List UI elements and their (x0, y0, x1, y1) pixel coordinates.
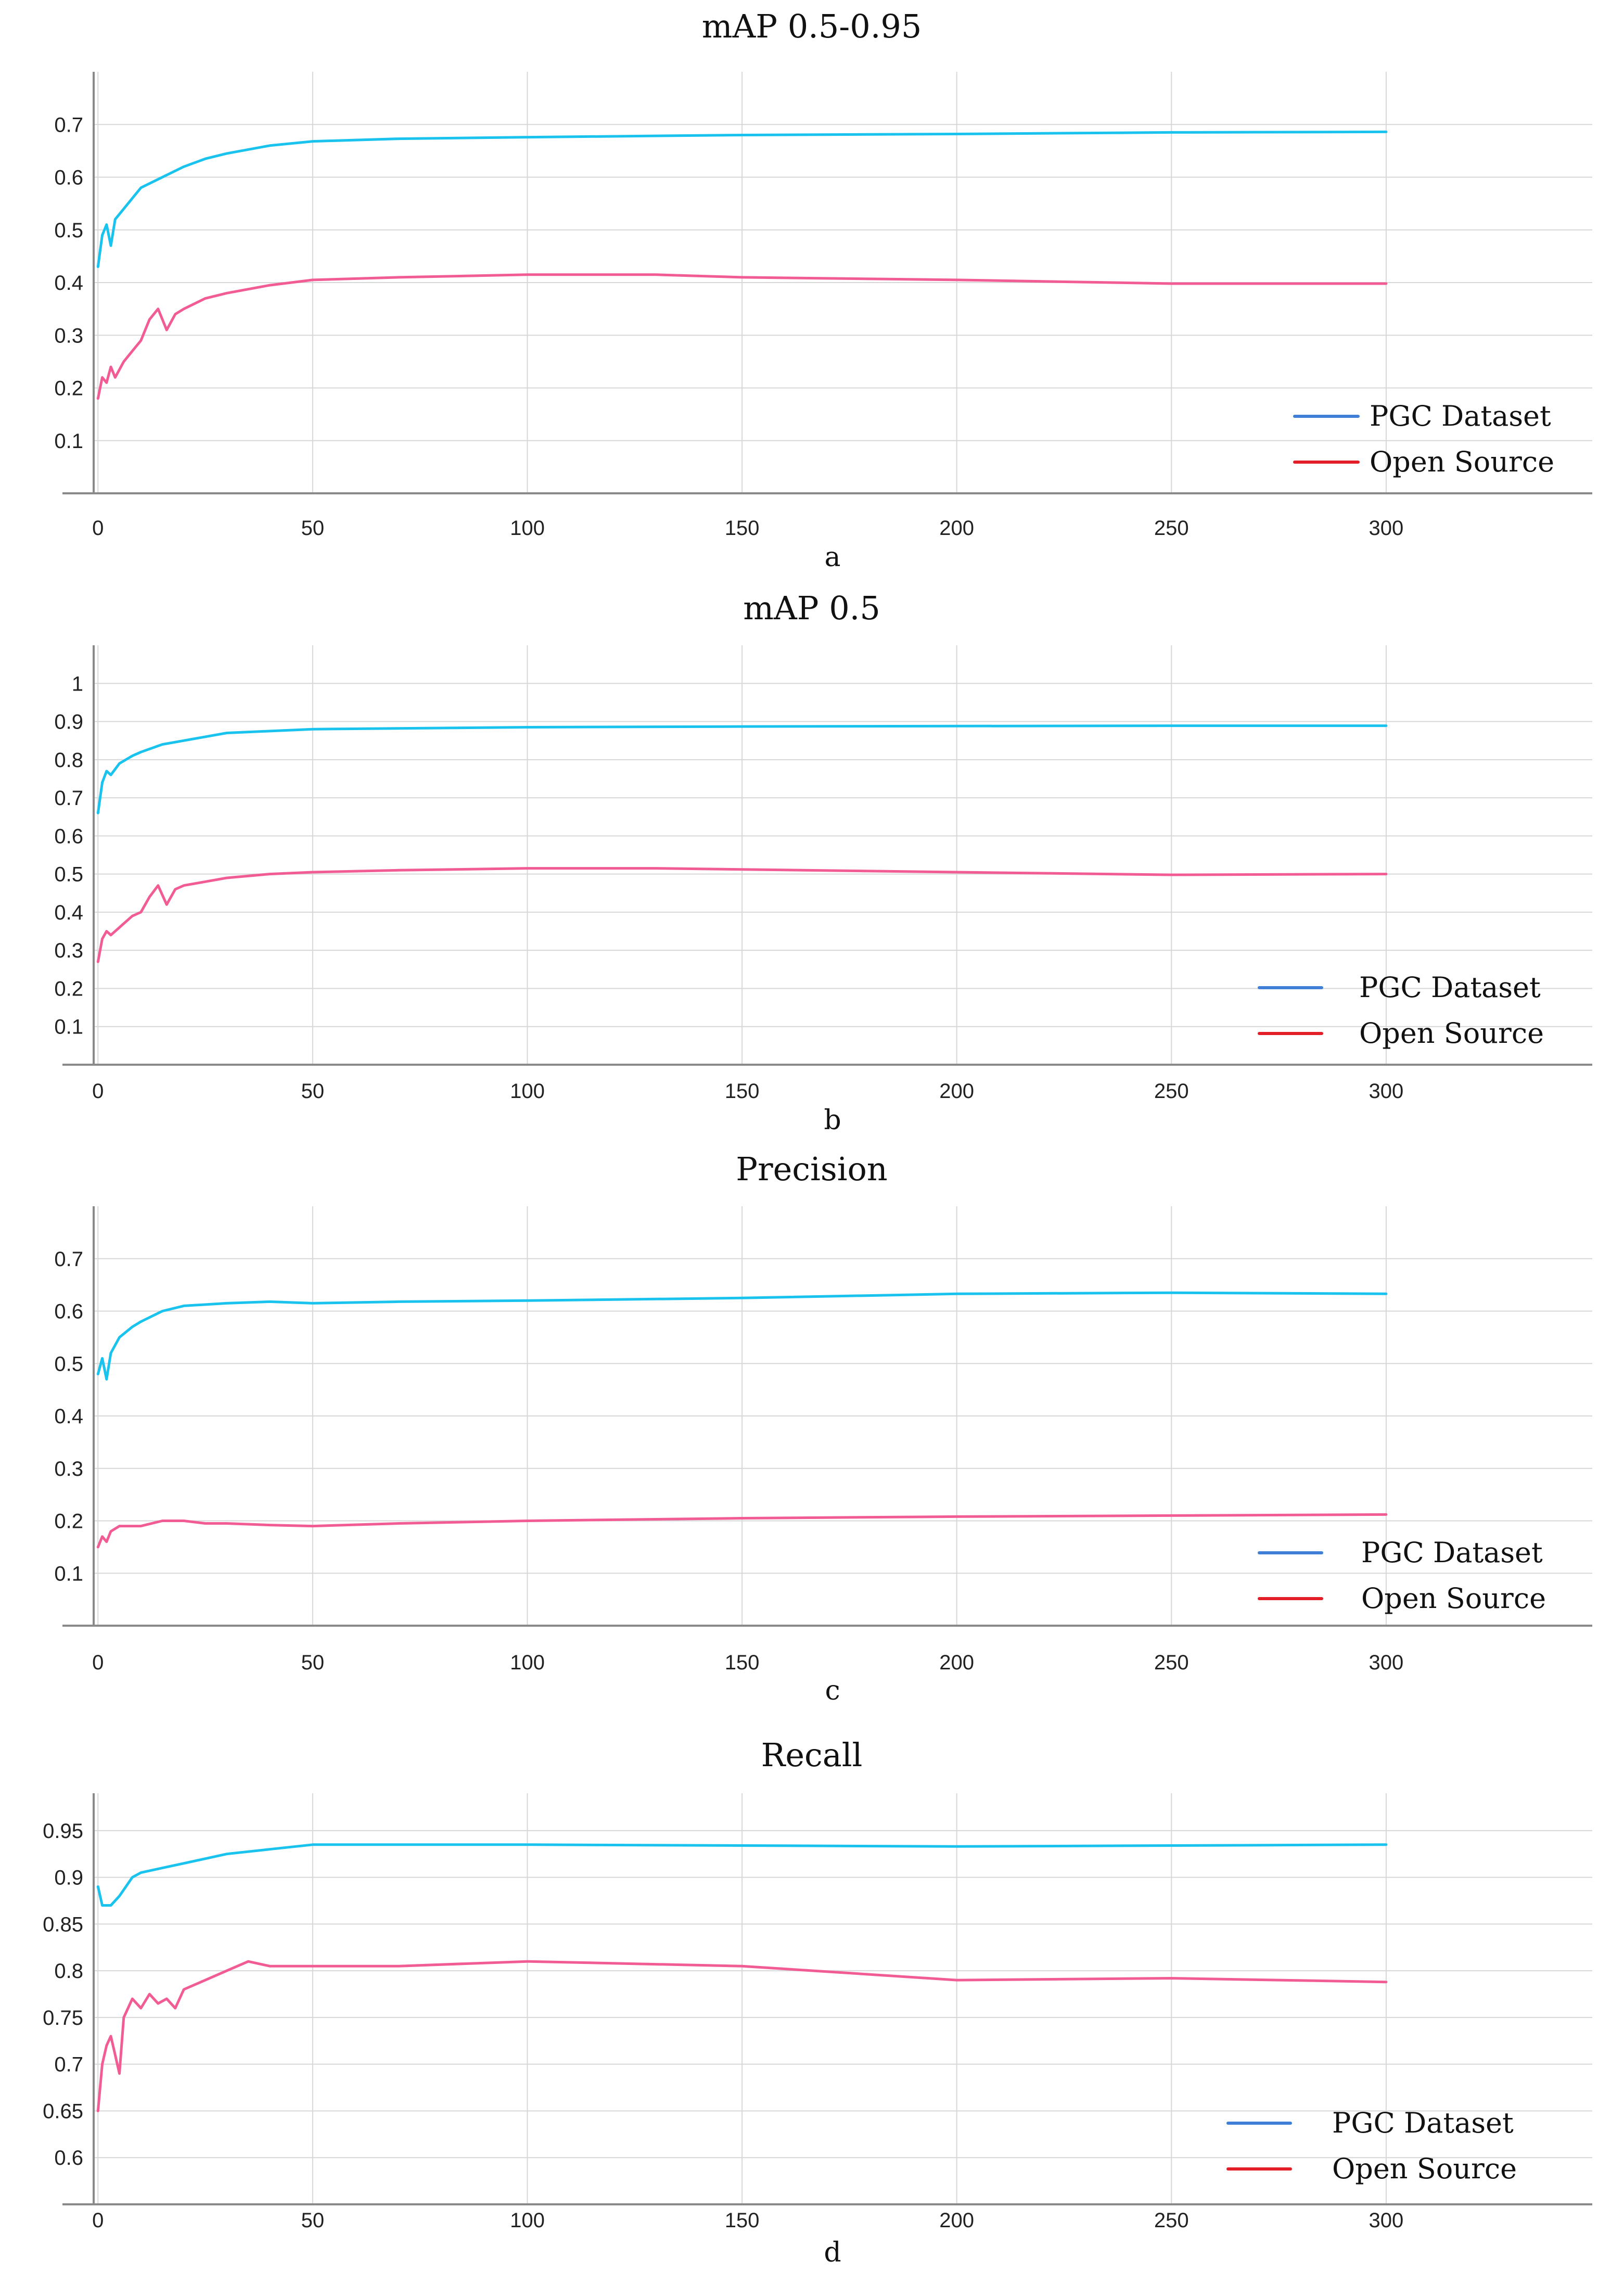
series-line-pgc-dataset (96, 1291, 1388, 1381)
y-tick-label: 0.6 (54, 825, 83, 848)
series-line-pgc-dataset (96, 1843, 1388, 1907)
panel-label: a (824, 542, 840, 573)
y-tick-label: 0.3 (54, 1458, 83, 1480)
y-tick-label: 0.7 (54, 787, 83, 810)
y-tick-label: 0.85 (43, 1913, 83, 1936)
series-line-open-source (96, 1960, 1388, 2112)
y-tick-label: 0.4 (54, 901, 83, 924)
chart-title: Precision (736, 1150, 888, 1188)
x-tick-label: 200 (939, 2209, 974, 2232)
x-tick-label: 100 (510, 517, 545, 540)
chart-title: Recall (761, 1736, 863, 1774)
legend-label: PGC Dataset (1332, 2107, 1514, 2139)
panel-label: d (824, 2237, 841, 2268)
x-tick-label: 50 (301, 2209, 325, 2232)
x-tick-label: 250 (1154, 1080, 1189, 1103)
y-tick-label: 0.6 (54, 1300, 83, 1323)
x-tick-label: 250 (1154, 1651, 1189, 1674)
y-tick-label: 0.9 (54, 1867, 83, 1890)
y-tick-label: 0.95 (43, 1820, 83, 1843)
y-tick-label: 0.1 (54, 1016, 83, 1039)
y-tick-label: 0.2 (54, 1510, 83, 1533)
y-tick-label: 0.7 (54, 2053, 83, 2076)
y-tick-label: 0.5 (54, 1352, 83, 1375)
panel-label: b (824, 1105, 841, 1136)
x-tick-label: 50 (301, 1651, 325, 1674)
x-tick-label: 200 (939, 1080, 974, 1103)
x-tick-label: 0 (92, 2209, 104, 2232)
chart-panel-d: Recall 0 50 100 150 200 250 300 0.6 0.65 0.7 0.75 0.… (43, 1736, 1592, 2268)
y-tick-label: 0.4 (54, 272, 83, 295)
x-tick-label: 50 (301, 1080, 325, 1103)
y-tick-label: 0.6 (54, 167, 83, 189)
x-tick-label: 200 (939, 1651, 974, 1674)
chart-panel-a: mAP 0.5-0.95 0 50 100 150 200 250 300 0.1 0.2 0.3 0… (54, 7, 1592, 573)
series-line-pgc-dataset (96, 724, 1388, 814)
chart-title: mAP 0.5-0.95 (702, 7, 922, 45)
chart-title: mAP 0.5 (743, 589, 880, 627)
series-line-open-source (96, 1513, 1388, 1549)
x-tick-label: 150 (725, 1080, 760, 1103)
chart-panel-b: mAP 0.5 0 50 100 150 200 250 300 0.1 0.2 0.3 0.4 0.5… (54, 589, 1592, 1136)
y-tick-label: 0.5 (54, 219, 83, 242)
y-tick-label: 0.2 (54, 977, 83, 1000)
x-tick-label: 50 (301, 517, 325, 540)
legend-label: Open Source (1332, 2152, 1517, 2185)
x-tick-label: 150 (725, 1651, 760, 1674)
y-tick-label: 0.8 (54, 1960, 83, 1983)
legend-label: Open Source (1361, 1582, 1546, 1615)
legend-label: PGC Dataset (1359, 971, 1541, 1004)
x-tick-label: 300 (1369, 2209, 1404, 2232)
panel-label: c (825, 1675, 840, 1706)
y-tick-label: 0.7 (54, 1248, 83, 1271)
y-tick-label: 0.65 (43, 2100, 83, 2123)
y-tick-label: 1 (72, 672, 83, 695)
x-tick-label: 0 (92, 1080, 104, 1103)
x-tick-label: 0 (92, 517, 104, 540)
x-tick-label: 300 (1369, 1080, 1404, 1103)
y-tick-label: 0.3 (54, 939, 83, 962)
y-tick-label: 0.9 (54, 711, 83, 734)
legend-label: Open Source (1359, 1017, 1544, 1050)
x-tick-label: 150 (725, 2209, 760, 2232)
x-tick-label: 100 (510, 2209, 545, 2232)
x-tick-label: 150 (725, 517, 760, 540)
x-tick-label: 250 (1154, 517, 1189, 540)
x-tick-label: 250 (1154, 2209, 1189, 2232)
y-tick-label: 0.4 (54, 1405, 83, 1428)
series-line-pgc-dataset (96, 130, 1388, 269)
y-tick-label: 0.1 (54, 430, 83, 453)
x-tick-label: 0 (92, 1651, 104, 1674)
y-tick-label: 0.7 (54, 113, 83, 136)
y-tick-label: 0.3 (54, 324, 83, 347)
y-tick-label: 0.5 (54, 863, 83, 886)
x-tick-label: 200 (939, 517, 974, 540)
series-line-open-source (96, 273, 1388, 400)
x-tick-label: 100 (510, 1651, 545, 1674)
legend-label: PGC Dataset (1361, 1536, 1543, 1569)
y-tick-label: 0.6 (54, 2147, 83, 2169)
x-tick-label: 300 (1369, 517, 1404, 540)
y-tick-label: 0.75 (43, 2007, 83, 2029)
y-tick-label: 0.2 (54, 377, 83, 400)
chart-panel-c: Precision 0 50 100 150 200 250 300 0.1 0.2 0.3 0.4 0… (54, 1150, 1592, 1706)
x-tick-label: 100 (510, 1080, 545, 1103)
series-line-open-source (96, 867, 1388, 963)
x-tick-label: 300 (1369, 1651, 1404, 1674)
y-tick-label: 0.8 (54, 749, 83, 772)
y-tick-label: 0.1 (54, 1562, 83, 1585)
legend-label: Open Source (1370, 445, 1554, 478)
legend-label: PGC Dataset (1370, 400, 1551, 432)
